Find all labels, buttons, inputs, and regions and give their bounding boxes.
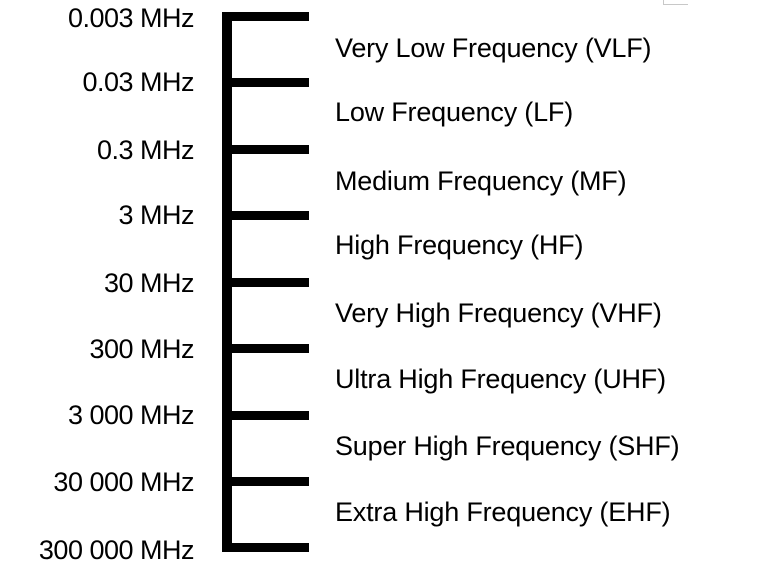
scale-tick-2 [222, 145, 309, 154]
scale-tick-0 [222, 12, 309, 21]
frequency-label-6: 3 000 MHz [67, 400, 195, 430]
band-label-shf: Super High Frequency (SHF) [335, 431, 680, 461]
band-label-hf: High Frequency (HF) [335, 230, 584, 260]
scale-tick-8 [222, 543, 309, 552]
frequency-label-2: 0.3 MHz [96, 135, 195, 165]
frequency-label-5: 300 MHz [89, 334, 194, 364]
band-label-lf: Low Frequency (LF) [335, 97, 573, 127]
corner-mark [663, 0, 688, 5]
band-label-vlf: Very Low Frequency (VLF) [335, 33, 652, 63]
scale-tick-6 [222, 411, 309, 420]
frequency-label-8: 300 000 MHz [38, 535, 195, 565]
scale-tick-4 [222, 278, 309, 287]
frequency-label-3: 3 MHz [118, 200, 194, 230]
scale-tick-5 [222, 344, 309, 353]
band-label-uhf: Ultra High Frequency (UHF) [335, 364, 666, 394]
frequency-label-1: 0.03 MHz [82, 67, 194, 97]
frequency-label-0: 0.003 MHz [67, 3, 195, 33]
scale-tick-1 [222, 78, 309, 87]
band-label-vhf: Very High Frequency (VHF) [335, 298, 662, 328]
scale-tick-7 [222, 477, 309, 486]
frequency-label-4: 30 MHz [103, 268, 195, 298]
scale-tick-3 [222, 211, 309, 220]
frequency-label-7: 30 000 MHz [53, 467, 194, 497]
band-label-mf: Medium Frequency (MF) [335, 166, 627, 196]
band-label-ehf: Extra High Frequency (EHF) [335, 497, 671, 527]
